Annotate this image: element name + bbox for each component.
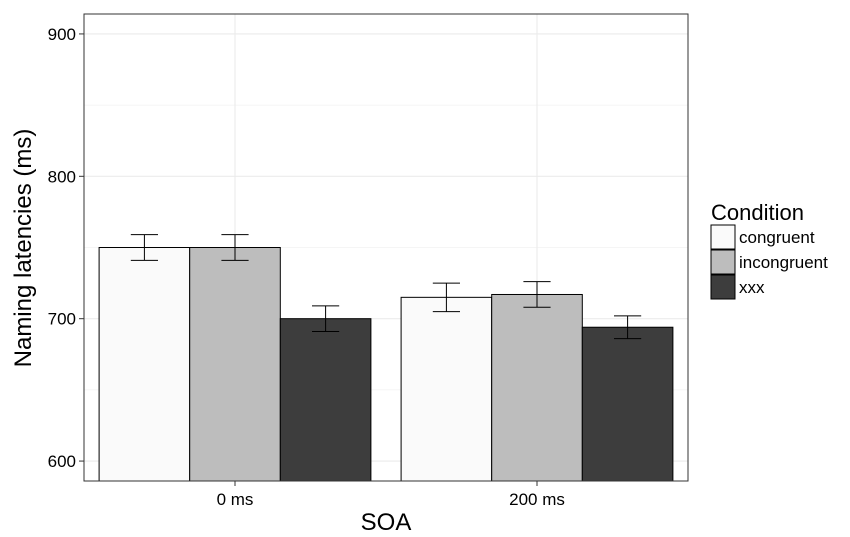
bars-group bbox=[98, 247, 674, 482]
bar-xxx-2 bbox=[581, 326, 674, 482]
legend-key-congruent bbox=[710, 224, 736, 250]
y-tick-label: 900 bbox=[48, 25, 76, 44]
legend-items: congruent incongruent xxx bbox=[710, 224, 828, 300]
legend-title: Condition bbox=[711, 200, 804, 225]
bar-xxx-1 bbox=[279, 318, 372, 482]
legend-label-congruent: congruent bbox=[739, 228, 815, 247]
legend-label-xxx: xxx bbox=[739, 278, 765, 297]
bar-congruent-1 bbox=[98, 247, 191, 482]
legend-item-incongruent: incongruent bbox=[710, 249, 828, 275]
legend: Condition congruent incongruent xxx bbox=[710, 200, 828, 300]
bar-incongruent-2 bbox=[491, 293, 583, 482]
y-axis: 600 700 800 900 bbox=[48, 25, 84, 471]
error-bar-incongruent-1 bbox=[221, 234, 249, 261]
error-bars-group bbox=[130, 234, 642, 340]
y-tick-label: 700 bbox=[48, 310, 76, 329]
legend-item-congruent: congruent bbox=[710, 224, 815, 250]
legend-key-incongruent bbox=[710, 249, 736, 275]
error-bar-congruent-1 bbox=[130, 234, 158, 261]
legend-item-xxx: xxx bbox=[710, 274, 765, 300]
error-bar-xxx-1 bbox=[312, 305, 340, 333]
error-bar-xxx-2 bbox=[614, 315, 642, 340]
bar-incongruent-1 bbox=[189, 247, 281, 482]
error-bar-incongruent-2 bbox=[523, 281, 551, 308]
bar-congruent-2 bbox=[400, 296, 493, 482]
legend-key-xxx bbox=[710, 274, 736, 300]
x-tick-label: 0 ms bbox=[217, 490, 254, 509]
legend-label-incongruent: incongruent bbox=[739, 253, 828, 272]
y-tick-label: 600 bbox=[48, 452, 76, 471]
error-bar-congruent-2 bbox=[432, 282, 460, 313]
x-axis: 0 ms 200 ms bbox=[217, 481, 565, 509]
y-tick-label: 800 bbox=[48, 167, 76, 186]
x-axis-title: SOA bbox=[361, 509, 412, 536]
plot-border bbox=[83, 13, 689, 482]
y-axis-title: Naming latencies (ms) bbox=[10, 129, 37, 368]
x-tick-label: 200 ms bbox=[509, 490, 565, 509]
